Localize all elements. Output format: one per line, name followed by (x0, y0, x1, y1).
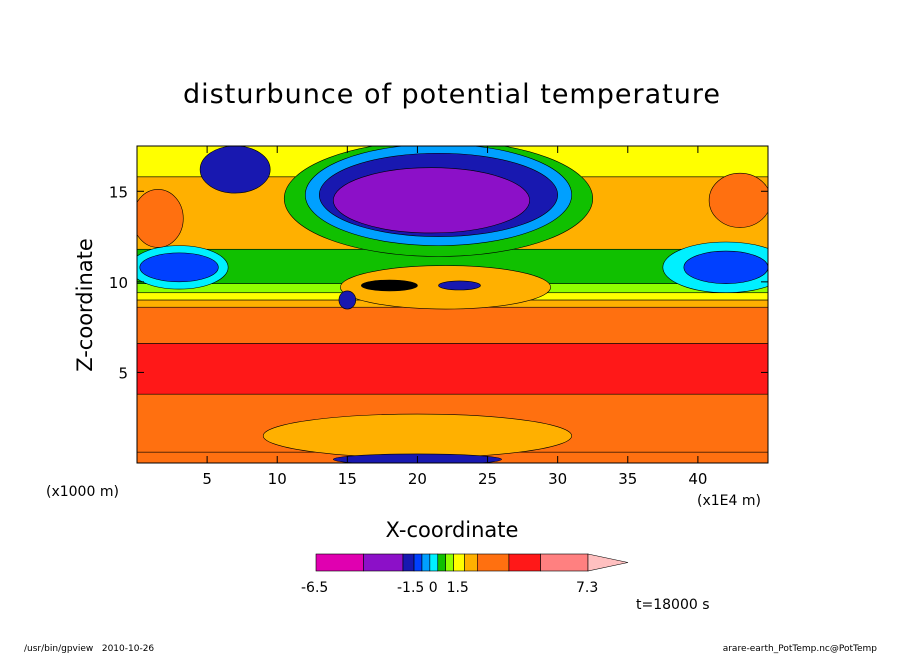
colorbar (315, 553, 629, 572)
contour-band-3 (137, 306, 768, 344)
x-axis: 5 10 15 20 25 30 35 40 (202, 146, 707, 488)
y-tick-label: 5 (118, 364, 128, 382)
colorbar-segment (429, 553, 439, 572)
footer-right: arare-earth_PotTemp.nc@PotTemp (723, 644, 878, 654)
contour-region-12 (361, 279, 418, 292)
x-tick-label: 40 (688, 470, 707, 488)
colorbar-segment (402, 553, 415, 572)
y-tick-label: 10 (109, 274, 128, 292)
colorbar-mid-label: -1.5 0 1.5 (397, 580, 469, 596)
colorbar-segment (421, 553, 431, 572)
colorbar-segment (413, 553, 423, 572)
chart-title: disturbunce of potential temperature (183, 79, 721, 110)
colorbar-extension-arrow (587, 553, 629, 572)
x-tick-label: 25 (478, 470, 497, 488)
contour-region-1 (139, 252, 219, 283)
contour-region-3 (683, 250, 768, 284)
colorbar-segment (540, 553, 589, 572)
colorbar-segment (363, 553, 404, 572)
colorbar-min-label: -6.5 (301, 580, 328, 596)
contour-region-10 (199, 146, 271, 194)
x-tick-label: 5 (202, 470, 212, 488)
colorbar-segment (477, 553, 510, 572)
contour-region-14 (338, 290, 357, 310)
x-tick-label: 10 (268, 470, 287, 488)
colorbar-segment (453, 553, 465, 572)
x-tick-label: 35 (618, 470, 637, 488)
x-axis-label: X-coordinate (386, 518, 519, 542)
x-tick-label: 20 (408, 470, 427, 488)
contour-region-9 (333, 167, 530, 234)
y-unit-label: (x1000 m) (46, 484, 119, 500)
time-label: t=18000 s (636, 597, 710, 613)
y-axis: 5 10 15 (109, 183, 768, 382)
x-tick-label: 15 (338, 470, 357, 488)
y-axis-label: Z-coordinate (73, 238, 97, 372)
contour-region-13 (438, 280, 481, 291)
contour-region-15 (262, 413, 572, 458)
plot-frame (136, 145, 769, 464)
colorbar-segment (508, 553, 541, 572)
colorbar-segment (464, 553, 478, 572)
contour-region-4 (137, 189, 184, 248)
colorbar-segment (445, 553, 454, 572)
footer-left: /usr/bin/gpview 2010-10-26 (24, 644, 154, 654)
y-tick-label: 15 (109, 183, 128, 201)
contour-field (137, 146, 768, 463)
x-unit-label: (x1E4 m) (697, 493, 761, 509)
colorbar-max-label: 7.3 (576, 580, 598, 596)
x-tick-label: 30 (548, 470, 567, 488)
contour-band-2 (137, 343, 768, 395)
colorbar-segment (437, 553, 446, 572)
contour-region-5 (708, 172, 768, 228)
colorbar-segment (315, 553, 364, 572)
